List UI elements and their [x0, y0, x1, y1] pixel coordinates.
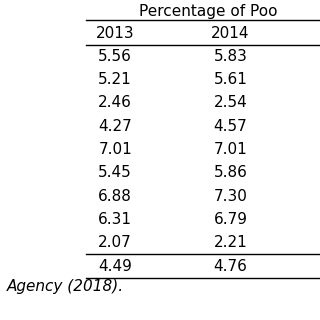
Text: 6.88: 6.88	[98, 189, 132, 204]
Text: 6.79: 6.79	[213, 212, 247, 227]
Text: 2.54: 2.54	[213, 95, 247, 110]
Text: 2.46: 2.46	[98, 95, 132, 110]
Text: 7.01: 7.01	[98, 142, 132, 157]
Text: 4.27: 4.27	[98, 119, 132, 133]
Text: 5.56: 5.56	[98, 49, 132, 63]
Text: 5.86: 5.86	[213, 165, 247, 180]
Text: 2014: 2014	[211, 26, 250, 41]
Text: 2.21: 2.21	[213, 236, 247, 250]
Text: 4.49: 4.49	[98, 259, 132, 274]
Text: 5.21: 5.21	[98, 72, 132, 87]
Text: Percentage of Poo: Percentage of Poo	[139, 4, 277, 19]
Text: 4.76: 4.76	[213, 259, 247, 274]
Text: 2013: 2013	[96, 26, 134, 41]
Text: 5.61: 5.61	[213, 72, 247, 87]
Text: 6.31: 6.31	[98, 212, 132, 227]
Text: 2.07: 2.07	[98, 236, 132, 250]
Text: 7.01: 7.01	[213, 142, 247, 157]
Text: 5.83: 5.83	[213, 49, 247, 63]
Text: 7.30: 7.30	[213, 189, 247, 204]
Text: Agency (2018).: Agency (2018).	[6, 279, 124, 293]
Text: 5.45: 5.45	[98, 165, 132, 180]
Text: 4.57: 4.57	[213, 119, 247, 133]
